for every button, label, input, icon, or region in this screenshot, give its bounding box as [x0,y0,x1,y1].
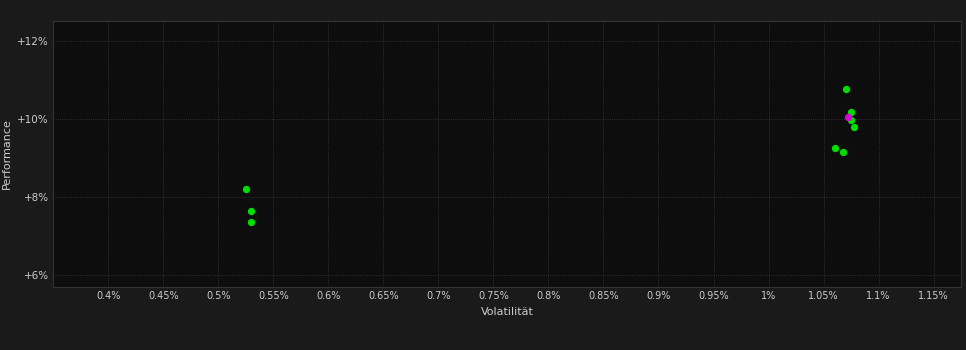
Point [840,114,856,120]
Point [846,125,862,130]
Y-axis label: Performance: Performance [2,119,12,189]
Point [243,220,259,225]
Point [827,145,842,151]
X-axis label: Volatilität: Volatilität [481,307,533,317]
Point [238,187,253,192]
Point [243,208,259,213]
Point [836,149,851,155]
Point [843,117,859,122]
Point [843,109,859,114]
Point [838,87,853,92]
